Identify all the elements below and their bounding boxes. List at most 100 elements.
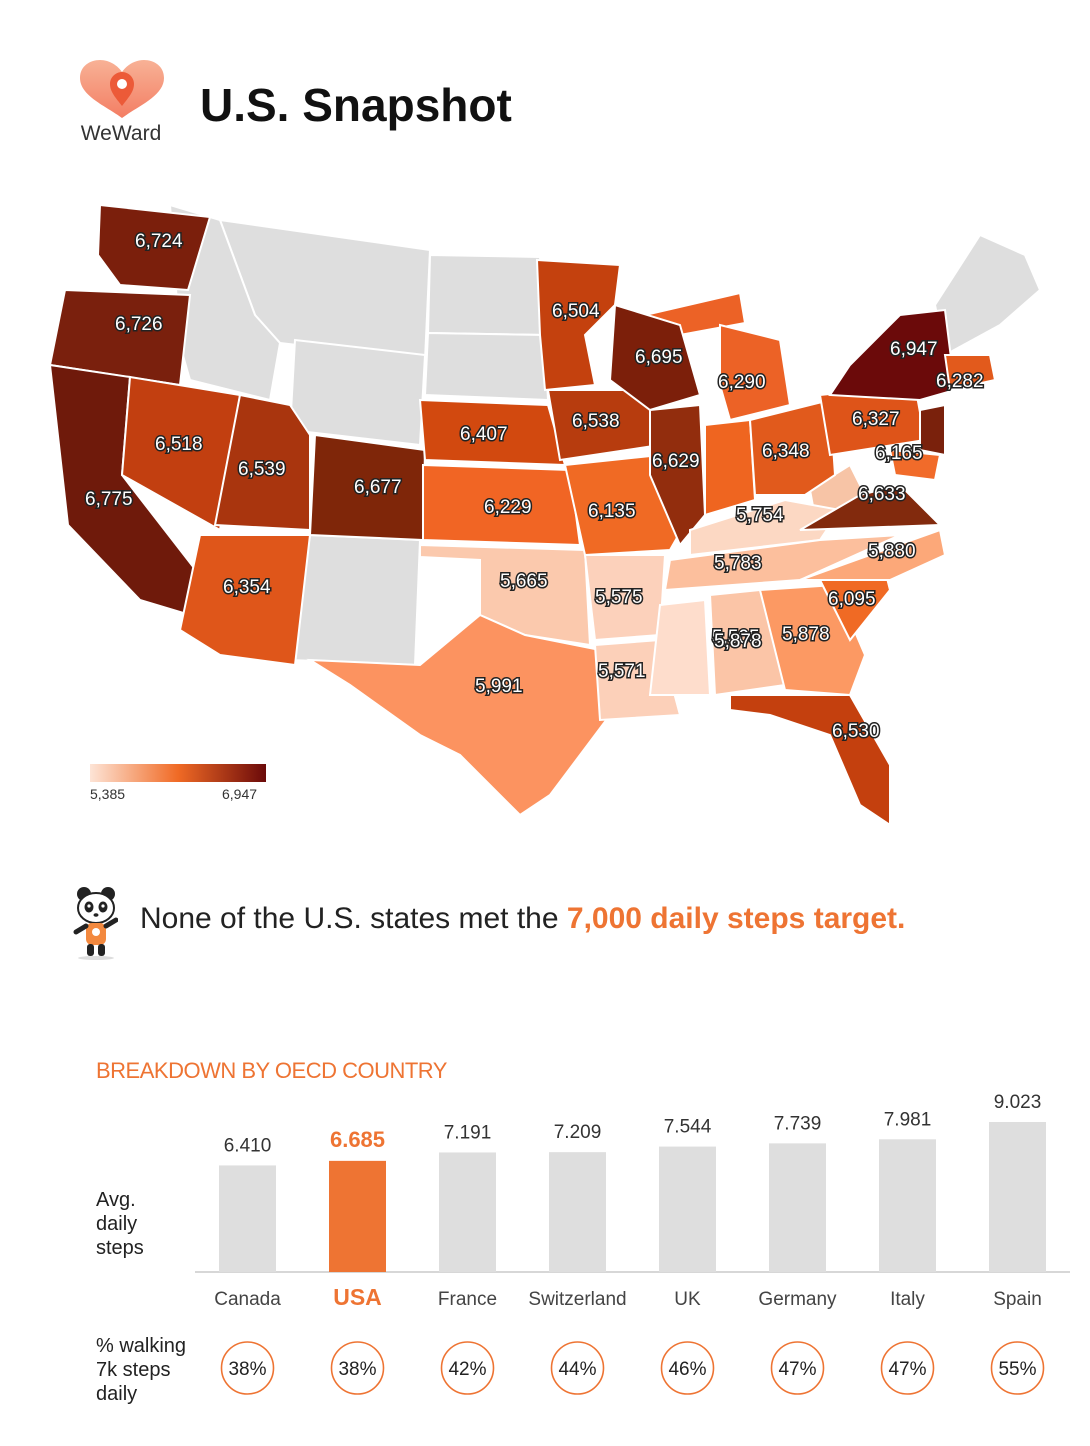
state-value-label-sc: 6,095 [828, 589, 876, 610]
value-label-uk: 7.544 [664, 1117, 712, 1138]
breakdown-title: BREAKDOWN BY OECD COUNTRY [96, 1058, 447, 1083]
state-shape-az [178, 534, 312, 667]
state-value-label-pa: 6,327 [852, 409, 900, 430]
state-value-label-tn: 5,783 [714, 553, 762, 574]
category-label-switzerland: Switzerland [528, 1289, 626, 1310]
state-shape-in [704, 418, 757, 517]
panda-mascot-icon [73, 887, 118, 960]
state-value-label-mn: 6,504 [552, 301, 600, 322]
state-value-label-nc: 5,880 [868, 541, 916, 562]
bar-germany [769, 1143, 826, 1272]
state-value-label-az: 6,354 [223, 577, 271, 598]
state-value-label-nj: 6,165 [875, 443, 923, 464]
bar-france [439, 1152, 496, 1272]
callout-highlight: 7,000 daily steps target. [566, 902, 906, 935]
state-shape-nc [799, 528, 947, 581]
state-value-label-la: 5,571 [598, 661, 646, 682]
state-shape-nv [120, 375, 242, 532]
legend-color-scale [90, 764, 266, 782]
pct-circle-germany [770, 1341, 825, 1395]
state-shape-ms [648, 598, 712, 696]
state-value-label-wa: 6,724 [135, 231, 183, 252]
pct-value-germany: 47% [778, 1359, 816, 1380]
value-label-switzerland: 7.209 [554, 1122, 602, 1143]
state-shape-nm [288, 533, 422, 667]
value-label-canada: 6.410 [224, 1135, 272, 1156]
value-label-germany: 7.739 [774, 1113, 822, 1134]
pct-circle-usa [330, 1341, 385, 1395]
category-label-france: France [438, 1289, 497, 1310]
state-shape-wi [608, 303, 702, 412]
state-value-label-ky: 5,754 [736, 505, 784, 526]
pct-circle-switzerland [550, 1341, 605, 1395]
value-label-spain: 9.023 [994, 1092, 1042, 1113]
legend-max-label: 6,947 [222, 786, 258, 802]
state-shape-nd [426, 253, 547, 337]
category-label-italy: Italy [890, 1289, 925, 1310]
state-value-label-wi: 6,695 [635, 347, 683, 368]
oecd-bar-chart: 6.410 Canada 38% 6.685 USA 38% 7.191 France 42% 7… [195, 1092, 1070, 1395]
callout-text: None of the U.S. states met the 7,000 da… [140, 902, 905, 936]
state-value-label-fl: 6,530 [832, 721, 880, 742]
state-shape-wa [96, 203, 212, 292]
page-title: U.S. Snapshot [200, 79, 512, 131]
category-label-spain: Spain [993, 1289, 1042, 1310]
bar-italy [879, 1139, 936, 1272]
state-value-label-ks: 6,229 [484, 497, 532, 518]
bar-spain [989, 1122, 1046, 1272]
category-label-germany: Germany [758, 1289, 837, 1310]
state-value-label-oh: 6,348 [762, 441, 810, 462]
state-shape-ny [828, 308, 957, 402]
weward-logo [80, 60, 164, 118]
logo-text: WeWard [80, 122, 162, 145]
state-value-label-il: 6,629 [652, 451, 700, 472]
value-label-italy: 7.981 [884, 1109, 932, 1130]
state-value-label-va: 6,633 [858, 484, 906, 505]
pct-label-line: % walking [96, 1335, 187, 1357]
bar-usa [329, 1160, 386, 1272]
pct-row-label: % walking 7k steps daily [96, 1334, 186, 1406]
value-label-usa: 6.685 [330, 1127, 385, 1152]
state-shape-mi [719, 323, 792, 422]
state-shape-ks [422, 463, 582, 547]
state-value-label-ne: 6,407 [460, 424, 508, 445]
pct-label-line: daily [96, 1383, 138, 1405]
state-value-label-ut: 6,539 [238, 459, 286, 480]
state-shape-ma [943, 354, 997, 392]
state-value-label-ar: 5,575 [595, 587, 643, 608]
state-value-label-or: 6,726 [115, 314, 163, 335]
pct-circle-italy [880, 1341, 935, 1395]
category-label-usa: USA [333, 1284, 382, 1310]
state-value-label-ok: 5,665 [500, 571, 548, 592]
state-value-label-mi: 6,290 [718, 372, 766, 393]
state-shape-md [888, 448, 942, 482]
value-label-france: 7.191 [444, 1122, 492, 1143]
pct-value-italy: 47% [888, 1359, 926, 1380]
state-shape-va [799, 483, 943, 531]
pct-circle-france [440, 1341, 495, 1395]
callout-main-text: None of the U.S. states met the [140, 902, 567, 935]
y-label-line: steps [96, 1237, 144, 1259]
y-label-line: daily [96, 1213, 138, 1235]
state-value-label-co: 6,677 [354, 477, 402, 498]
state-shape-ut [213, 393, 311, 532]
state-value-label-mo: 6,135 [588, 501, 636, 522]
pct-value-usa: 38% [338, 1359, 376, 1380]
state-shape-sd [423, 331, 550, 402]
state-shape-oh [748, 398, 837, 496]
pct-label-line: 7k steps [96, 1359, 171, 1381]
state-shape-nj [919, 403, 946, 457]
state-value-label-tx: 5,991 [475, 676, 523, 697]
category-label-uk: UK [674, 1289, 701, 1310]
state-shape-new-england [933, 233, 1042, 357]
category-label-canada: Canada [214, 1289, 281, 1310]
bar-switzerland [549, 1152, 606, 1272]
bar-uk [659, 1146, 716, 1272]
pct-value-canada: 38% [228, 1359, 266, 1380]
state-shape-fl [729, 694, 891, 827]
state-shape-tx [306, 613, 612, 817]
pct-value-switzerland: 44% [558, 1359, 596, 1380]
legend-min-label: 5,385 [90, 786, 126, 802]
state-value-label-ia: 6,538 [572, 411, 620, 432]
y-label-line: Avg. [96, 1189, 136, 1211]
